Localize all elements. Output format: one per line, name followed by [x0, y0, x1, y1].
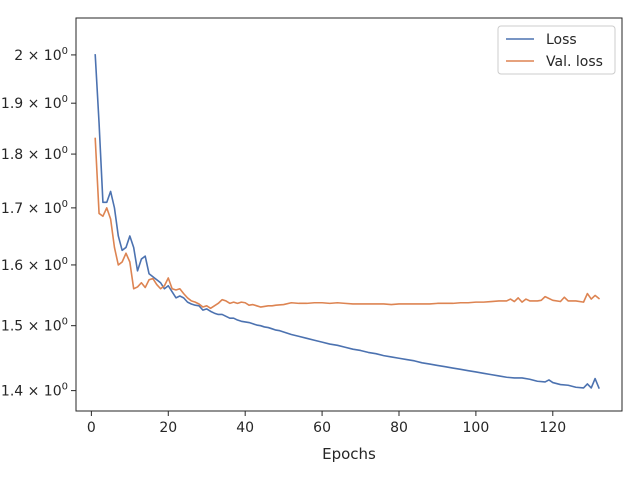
y-tick-label: 1.7 × 100 — [1, 199, 68, 217]
y-tick-label: 2 × 100 — [14, 46, 68, 64]
x-tick-label: 0 — [87, 420, 96, 436]
y-tick-label: 1.4 × 100 — [1, 382, 68, 400]
y-tick-label: 1.6 × 100 — [1, 256, 68, 274]
x-axis-label: Epochs — [322, 445, 376, 463]
x-tick-label: 120 — [539, 420, 566, 436]
x-tick-label: 100 — [463, 420, 490, 436]
x-tick-label: 60 — [313, 420, 331, 436]
x-tick-label: 40 — [236, 420, 254, 436]
series-layer — [94, 54, 601, 389]
legend-label-1: Loss — [546, 32, 577, 48]
plot-frame — [75, 17, 623, 412]
legend-box — [497, 25, 616, 75]
x-axis-ticks: 0 20 40 60 80 100 120 — [87, 411, 566, 436]
x-tick-label: 20 — [159, 420, 177, 436]
legend-label-2: Val. loss — [546, 54, 603, 70]
y-tick-label: 1.9 × 100 — [1, 94, 68, 112]
x-tick-label: 80 — [390, 420, 408, 436]
legend: Loss Val. loss — [497, 25, 616, 75]
y-tick-label: 1.8 × 100 — [1, 145, 68, 163]
y-tick-label: 1.5 × 100 — [1, 317, 68, 335]
series-line-2 — [94, 137, 601, 310]
y-axis-ticks: 1.4 × 100 1.5 × 100 1.6 × 100 1.7 × 100 1.8 … — [1, 46, 76, 400]
series-line-1 — [94, 54, 600, 389]
